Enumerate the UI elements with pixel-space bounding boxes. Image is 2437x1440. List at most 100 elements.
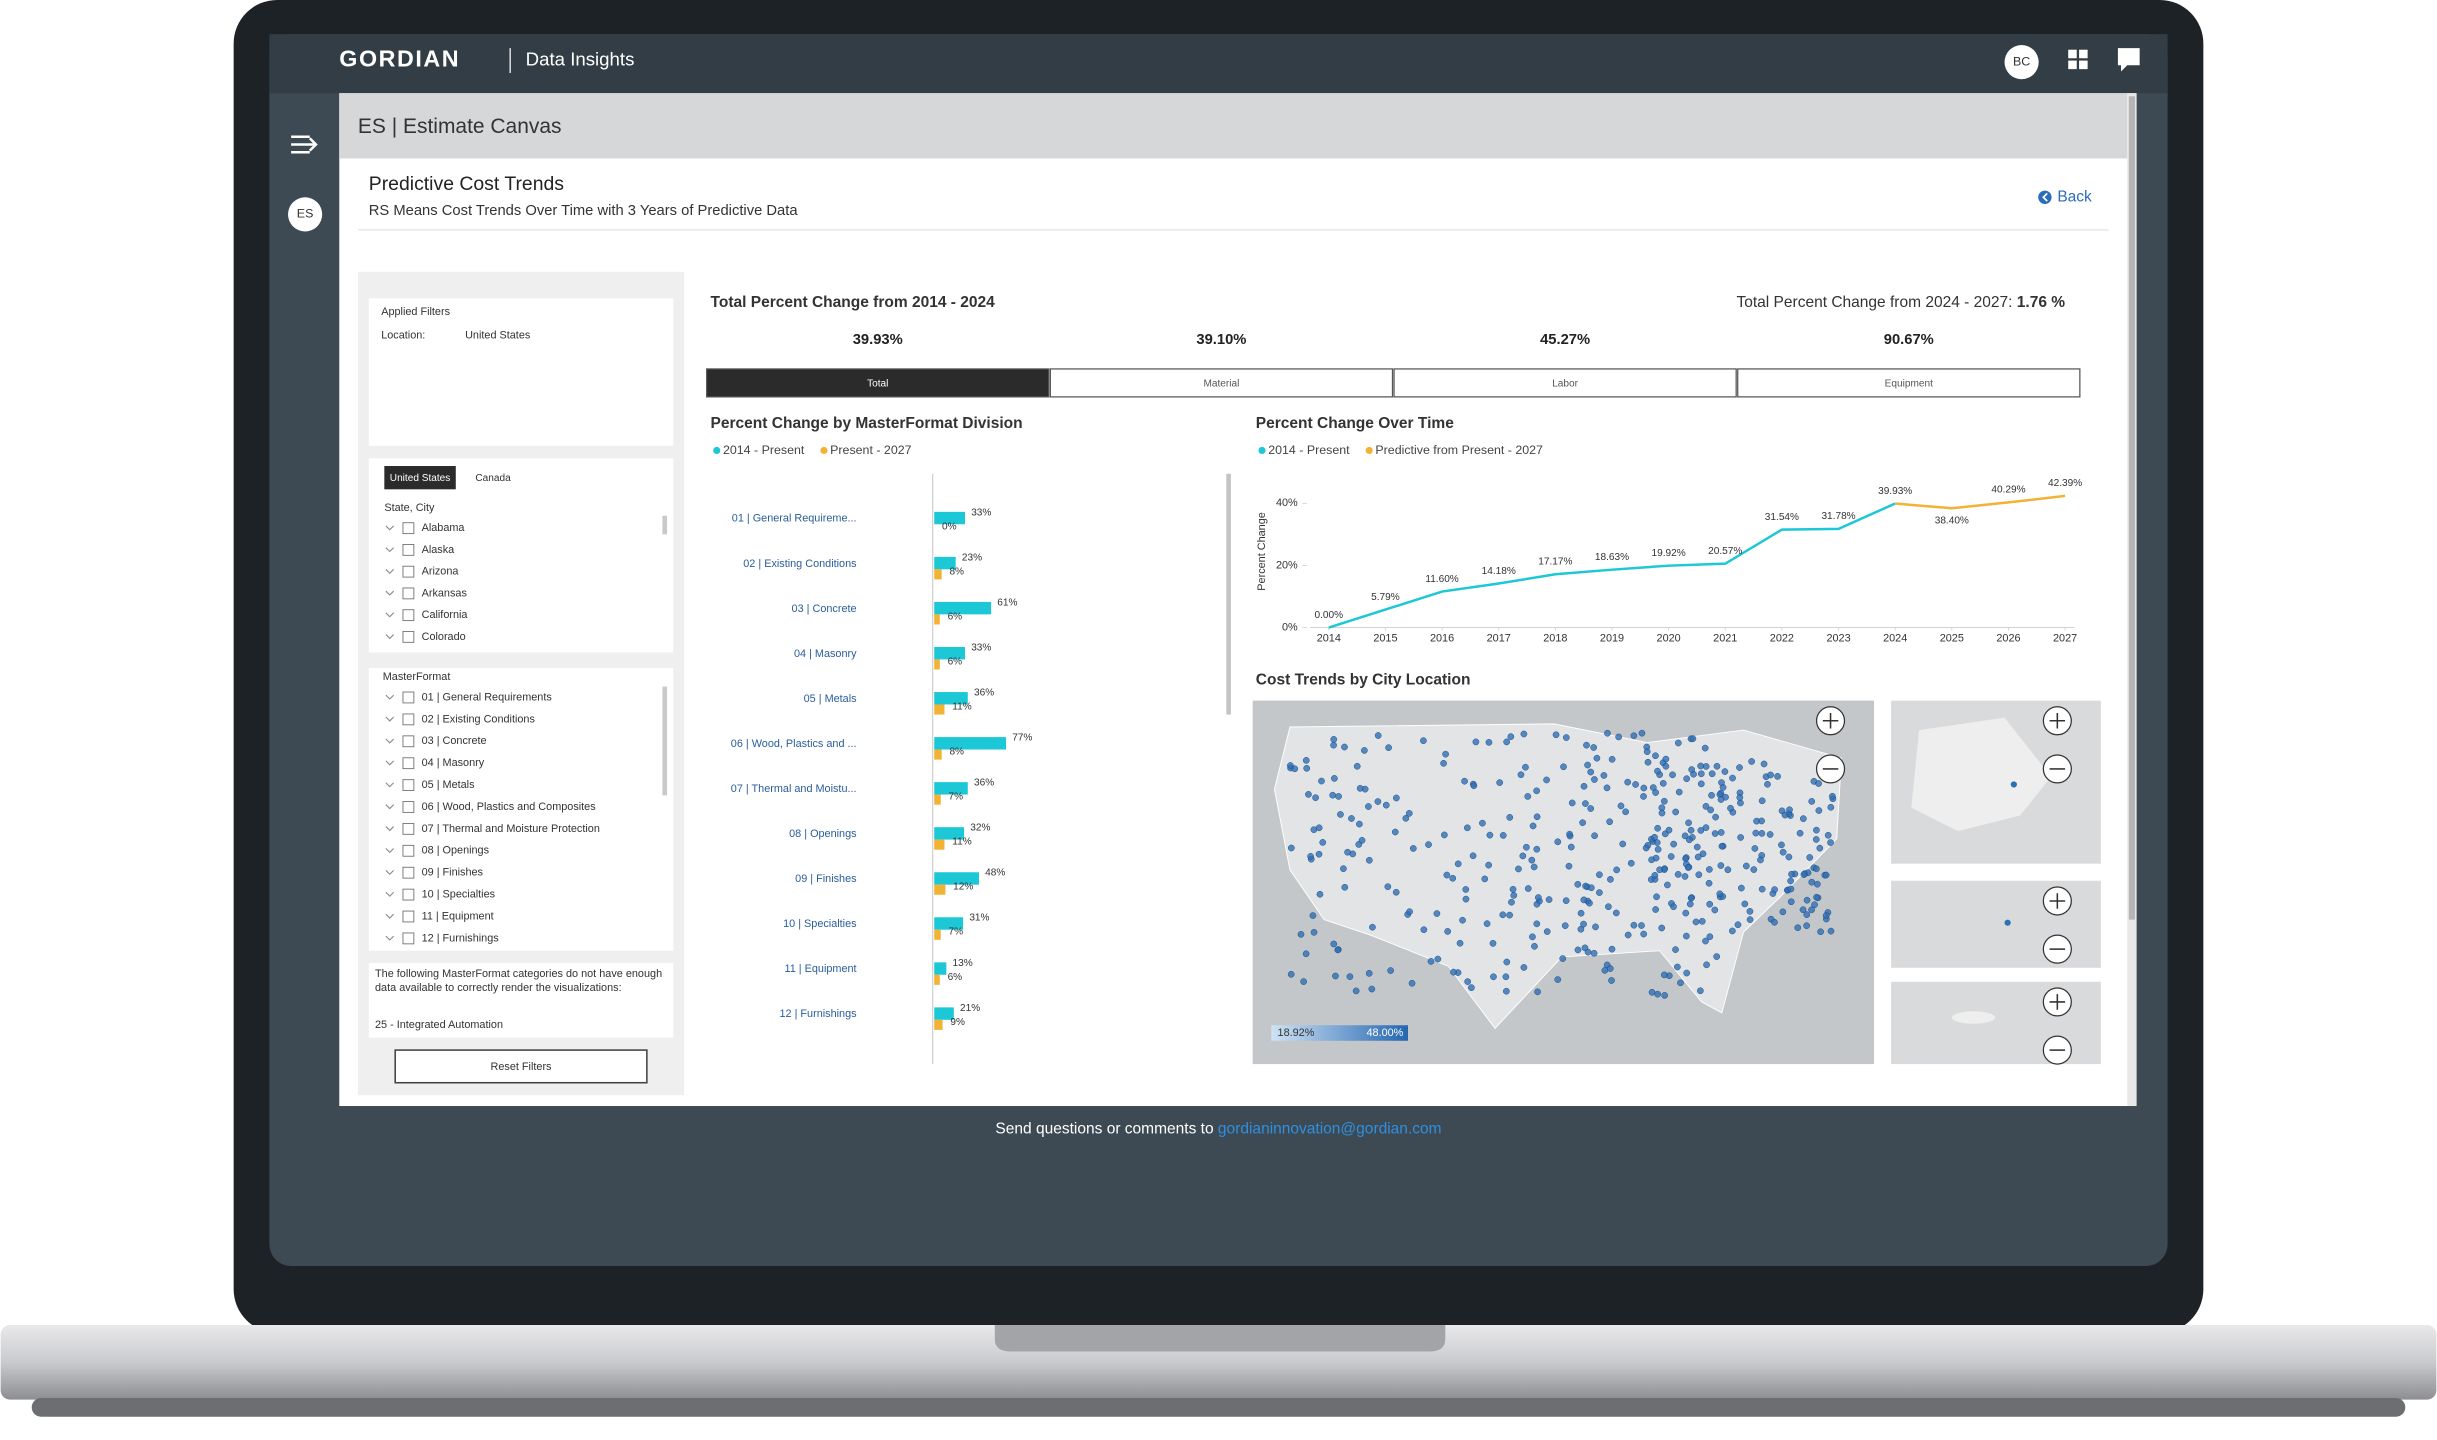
map-dot xyxy=(1727,804,1734,812)
checkbox[interactable] xyxy=(402,779,415,791)
division-option[interactable]: 08 | Openings xyxy=(422,845,490,857)
checkbox[interactable] xyxy=(402,844,415,857)
zoom-in[interactable] xyxy=(2042,706,2072,736)
map-dot xyxy=(1524,793,1532,800)
reset-label[interactable]: Reset Filters xyxy=(491,1061,553,1073)
country-tab[interactable] xyxy=(384,466,456,490)
zoom-in[interactable] xyxy=(2042,987,2072,1017)
map-dot xyxy=(1561,922,1569,930)
cost-tab-label[interactable]: Equipment xyxy=(1885,378,1933,389)
checkbox[interactable] xyxy=(402,888,415,901)
sidebar-badge[interactable] xyxy=(288,197,323,232)
footer-email[interactable]: gordianinnovation@gordian.com xyxy=(1218,1120,1442,1137)
scrollbar-thumb[interactable] xyxy=(2128,96,2136,920)
checkbox[interactable] xyxy=(402,822,415,835)
map-dot xyxy=(1348,815,1355,822)
cost-tab[interactable] xyxy=(1049,368,1394,398)
masterformat-scroll[interactable] xyxy=(662,686,668,796)
chevron[interactable] xyxy=(385,525,395,531)
state-option[interactable]: Arizona xyxy=(422,566,460,578)
division-option[interactable]: 06 | Wood, Plastics and Composites xyxy=(422,801,597,813)
country-tab-label[interactable]: United States xyxy=(390,473,451,484)
chevron[interactable] xyxy=(385,694,395,700)
checkbox[interactable] xyxy=(402,587,415,600)
checkbox[interactable] xyxy=(402,932,415,945)
checkbox[interactable] xyxy=(402,801,415,813)
chevron[interactable] xyxy=(385,826,395,832)
cost-tab-label[interactable]: Material xyxy=(1203,378,1239,389)
zoom-out[interactable] xyxy=(2042,1035,2072,1065)
map-dot xyxy=(1307,853,1314,860)
checkbox[interactable] xyxy=(402,910,415,923)
bar-value-label: 12% xyxy=(953,882,973,893)
checkbox[interactable] xyxy=(402,713,415,726)
chevron[interactable] xyxy=(385,804,395,810)
map-dot xyxy=(1365,803,1372,810)
chevron[interactable] xyxy=(385,590,395,596)
division-option[interactable]: 02 | Existing Conditions xyxy=(422,713,536,725)
map-dot xyxy=(1608,755,1616,763)
checkbox[interactable] xyxy=(402,609,415,622)
cost-tab-label[interactable]: Total xyxy=(867,378,888,389)
chevron[interactable] xyxy=(385,568,395,574)
state-option[interactable]: Alabama xyxy=(422,522,466,534)
checkbox[interactable] xyxy=(402,866,415,879)
back-icon[interactable] xyxy=(2038,190,2052,204)
state-option[interactable]: Colorado xyxy=(422,631,466,643)
state-option[interactable]: Alaska xyxy=(422,544,456,556)
state-option[interactable]: Arkansas xyxy=(422,587,468,599)
menu-toggle[interactable] xyxy=(291,135,318,154)
zoom-in[interactable] xyxy=(1815,706,1846,736)
back-link[interactable]: Back xyxy=(2057,188,2092,205)
division-option[interactable]: 07 | Thermal and Moisture Protection xyxy=(422,823,600,835)
apps-icon[interactable] xyxy=(2068,49,2088,70)
chevron[interactable] xyxy=(385,634,395,640)
chevron[interactable] xyxy=(385,848,395,854)
reset-button[interactable] xyxy=(394,1049,648,1084)
state-scroll[interactable] xyxy=(662,515,668,535)
zoom-out[interactable] xyxy=(2042,754,2072,784)
map-dot xyxy=(1652,752,1659,760)
cost-tab[interactable] xyxy=(1393,368,1737,398)
state-option[interactable]: California xyxy=(422,609,469,621)
checkbox[interactable] xyxy=(402,544,415,556)
chevron[interactable] xyxy=(385,782,395,788)
checkbox[interactable] xyxy=(402,757,415,770)
chevron[interactable] xyxy=(385,738,395,744)
cost-tab-label[interactable]: Labor xyxy=(1552,378,1578,389)
division-option[interactable]: 12 | Furnishings xyxy=(422,932,500,944)
cost-tab[interactable] xyxy=(706,368,1050,398)
checkbox[interactable] xyxy=(402,565,415,578)
division-option[interactable]: 09 | Finishes xyxy=(422,867,484,879)
division-option[interactable]: 03 | Concrete xyxy=(422,735,487,747)
cost-tab[interactable] xyxy=(1737,368,2081,398)
chevron[interactable] xyxy=(385,716,395,722)
feedback-icon[interactable] xyxy=(2117,48,2140,72)
checkbox[interactable] xyxy=(402,735,415,748)
chevron[interactable] xyxy=(385,891,395,897)
chart-scroll[interactable] xyxy=(1226,473,1231,715)
user-avatar[interactable] xyxy=(2004,45,2039,80)
chevron[interactable] xyxy=(385,935,395,941)
checkbox[interactable] xyxy=(402,522,415,535)
division-option[interactable]: 11 | Equipment xyxy=(422,910,494,922)
zoom-out[interactable] xyxy=(1815,754,1846,784)
map-dot xyxy=(1682,909,1690,917)
zoom-out[interactable] xyxy=(2042,934,2072,964)
division-option[interactable]: 10 | Specialties xyxy=(422,888,496,900)
zoom-in[interactable] xyxy=(2042,886,2072,916)
checkbox[interactable] xyxy=(402,630,415,643)
country-tab[interactable] xyxy=(457,466,529,490)
division-option[interactable]: 04 | Masonry xyxy=(422,757,485,769)
chevron[interactable] xyxy=(385,913,395,919)
division-option[interactable]: 01 | General Requirements xyxy=(422,691,553,703)
checkbox[interactable] xyxy=(402,691,415,704)
country-tab-label[interactable]: Canada xyxy=(475,473,511,484)
bar-value-label: 7% xyxy=(949,792,964,803)
chevron[interactable] xyxy=(385,869,395,876)
division-option[interactable]: 05 | Metals xyxy=(422,779,475,791)
map-dot xyxy=(1752,829,1760,837)
chevron[interactable] xyxy=(385,612,395,618)
chevron[interactable] xyxy=(385,547,395,553)
chevron[interactable] xyxy=(385,760,395,766)
